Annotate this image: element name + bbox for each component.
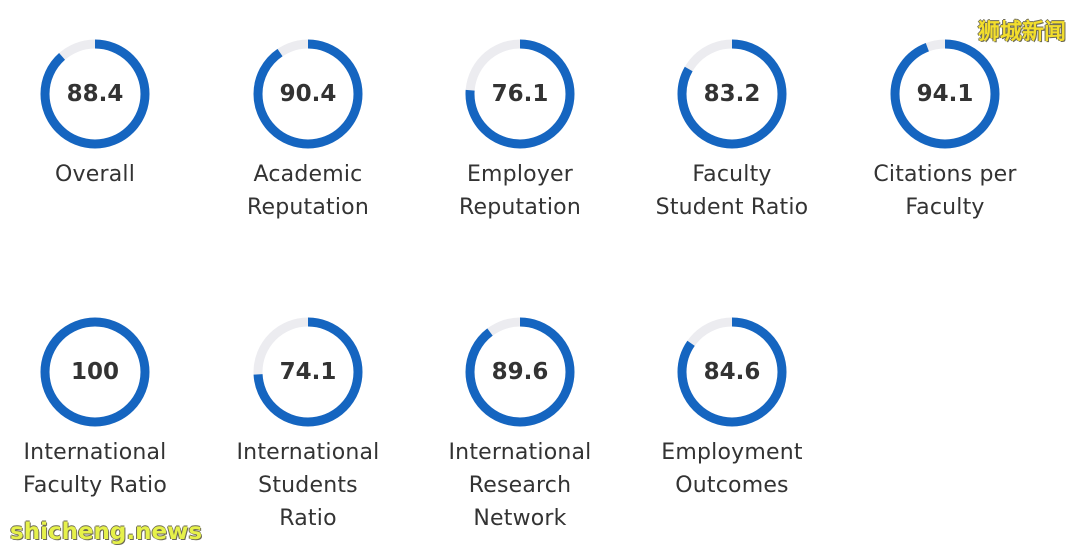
gauge-value: 83.2 bbox=[704, 81, 761, 107]
gauge-label: Employment Outcomes bbox=[632, 436, 832, 502]
gauge-arc bbox=[677, 39, 787, 149]
gauge-label: Academic Reputation bbox=[208, 158, 408, 224]
gauge-arc bbox=[890, 39, 1000, 149]
gauge-arc bbox=[40, 317, 150, 427]
watermark-logo-bottom: shicheng.news bbox=[10, 519, 203, 545]
gauge-label-line: Academic bbox=[253, 162, 363, 187]
gauge-tile: 89.6 International Research Network bbox=[420, 314, 620, 535]
gauge-label-line: Student Ratio bbox=[655, 195, 809, 220]
gauge-tile: 88.4 Overall bbox=[0, 36, 195, 191]
gauge-value: 89.6 bbox=[492, 359, 549, 385]
gauge-label: International Faculty Ratio bbox=[0, 436, 195, 502]
gauge-arc bbox=[465, 39, 575, 149]
gauge-tile: 100 International Faculty Ratio bbox=[0, 314, 195, 502]
gauge-tile: 83.2 Faculty Student Ratio bbox=[632, 36, 832, 224]
watermark-logo-top: 狮城新闻 bbox=[977, 20, 1066, 45]
gauge-arc bbox=[40, 39, 150, 149]
gauge-ring: 76.1 bbox=[465, 39, 575, 149]
gauge-arc bbox=[253, 317, 363, 427]
gauge-label-line: Research bbox=[468, 473, 572, 498]
gauge-value: 88.4 bbox=[67, 81, 124, 107]
gauge-label-line: International bbox=[23, 440, 167, 465]
gauge-ring: 83.2 bbox=[677, 39, 787, 149]
gauge-label-line: International bbox=[236, 440, 380, 465]
gauge-label-line: Faculty bbox=[692, 162, 772, 187]
gauge-label: International Students Ratio bbox=[208, 436, 408, 535]
gauge-tile: 94.1 Citations per Faculty bbox=[845, 36, 1045, 224]
gauge-label: International Research Network bbox=[420, 436, 620, 535]
gauge-label-line: International bbox=[448, 440, 592, 465]
gauge-ring: 89.6 bbox=[465, 317, 575, 427]
gauge-ring: 90.4 bbox=[253, 39, 363, 149]
gauge-tile: 76.1 Employer Reputation bbox=[420, 36, 620, 224]
gauge-label-line: Citations per bbox=[873, 162, 1017, 187]
gauge-label: Citations per Faculty bbox=[845, 158, 1045, 224]
gauge-arc bbox=[677, 317, 787, 427]
gauge-label-line: Employment bbox=[661, 440, 803, 465]
gauge-label-line: Ratio bbox=[279, 506, 337, 531]
gauge-value: 76.1 bbox=[492, 81, 549, 107]
gauge-ring: 94.1 bbox=[890, 39, 1000, 149]
gauge-tile: 84.6 Employment Outcomes bbox=[632, 314, 832, 502]
gauge-ring: 88.4 bbox=[40, 39, 150, 149]
gauge-value: 74.1 bbox=[280, 359, 337, 385]
gauge-label: Employer Reputation bbox=[420, 158, 620, 224]
gauge-label-line: Faculty Ratio bbox=[23, 473, 167, 498]
gauge-label-line: Employer bbox=[466, 162, 574, 187]
gauge-value: 90.4 bbox=[280, 81, 337, 107]
gauge-value: 84.6 bbox=[704, 359, 761, 385]
gauge-label-line: Overall bbox=[54, 162, 136, 187]
gauge-label: Overall bbox=[0, 158, 195, 191]
gauge-ring: 100 bbox=[40, 317, 150, 427]
gauge-label-line: Faculty bbox=[905, 195, 985, 220]
gauge-tile: 74.1 International Students Ratio bbox=[208, 314, 408, 535]
gauge-label-line: Reputation bbox=[247, 195, 369, 220]
gauge-tile: 90.4 Academic Reputation bbox=[208, 36, 408, 224]
gauge-label-line: Network bbox=[473, 506, 567, 531]
gauge-value: 100 bbox=[71, 359, 119, 385]
gauge-ring: 74.1 bbox=[253, 317, 363, 427]
gauge-label: Faculty Student Ratio bbox=[632, 158, 832, 224]
gauge-arc bbox=[253, 39, 363, 149]
gauge-label-line: Students bbox=[258, 473, 358, 498]
gauge-value: 94.1 bbox=[917, 81, 974, 107]
gauge-label-line: Outcomes bbox=[675, 473, 789, 498]
gauge-label-line: Reputation bbox=[459, 195, 581, 220]
gauge-arc bbox=[465, 317, 575, 427]
gauge-ring: 84.6 bbox=[677, 317, 787, 427]
